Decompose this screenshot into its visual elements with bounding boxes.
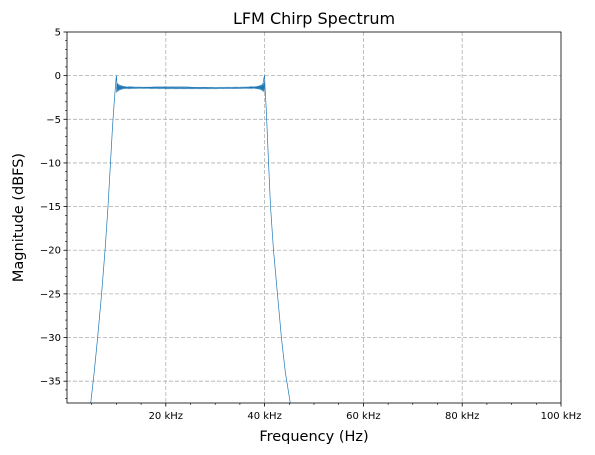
y-axis-label: Magnitude (dBFS) <box>11 153 27 282</box>
axes-frame <box>66 31 562 404</box>
x-tick-label: 20 kHz <box>149 411 183 422</box>
x-tick-label: 80 kHz <box>445 411 479 422</box>
y-axis-ticks: 5 0 −5 −10 −15 −20 −25 −30 −35 <box>40 28 67 388</box>
x-axis-label: Frequency (Hz) <box>259 429 368 445</box>
y-tick-label: −10 <box>40 158 61 169</box>
y-tick-label: 5 <box>55 28 61 39</box>
x-axis-ticks: 20 kHz 40 kHz 60 kHz 80 kHz 100 kHz <box>149 403 582 422</box>
plot-area <box>90 75 291 403</box>
y-tick-label: −30 <box>40 333 61 344</box>
grid <box>67 32 561 403</box>
x-tick-label: 60 kHz <box>346 411 380 422</box>
y-tick-label: 0 <box>55 71 61 82</box>
y-tick-label: −5 <box>46 115 61 126</box>
y-tick-label: −15 <box>40 202 61 213</box>
x-tick-label: 40 kHz <box>247 411 281 422</box>
y-tick-label: −20 <box>40 246 61 257</box>
chart-title: LFM Chirp Spectrum <box>233 9 395 28</box>
y-tick-label: −25 <box>40 289 61 300</box>
passband-ripple <box>116 82 265 93</box>
x-tick-label: 100 kHz <box>541 411 582 422</box>
y-tick-label: −35 <box>40 377 61 388</box>
spectrum-line <box>90 75 291 403</box>
